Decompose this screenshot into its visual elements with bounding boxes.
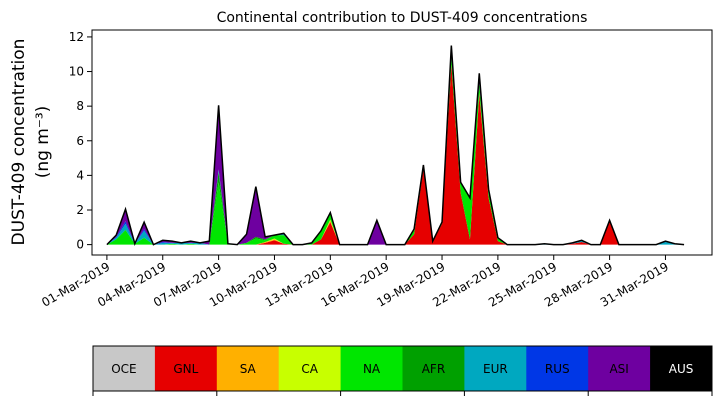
legend-swatch-oce bbox=[93, 346, 156, 391]
legend-swatch-afr bbox=[402, 346, 465, 391]
legend-swatch-na bbox=[340, 346, 403, 391]
legend: OCE GNL SA CA NA AFR EUR RUS ASI AUS bbox=[92, 345, 713, 396]
legend-label-afr: AFR bbox=[422, 362, 445, 376]
y-axis-label-line1: DUST-409 concentration bbox=[9, 39, 29, 246]
y-tick-label: 12 bbox=[69, 30, 84, 44]
legend-label-asi: ASI bbox=[609, 362, 628, 376]
y-tick-label: 4 bbox=[76, 168, 84, 182]
y-tick-label: 6 bbox=[76, 134, 84, 148]
total-outline-line bbox=[106, 45, 685, 247]
legend-label-sa: SA bbox=[240, 362, 257, 376]
legend-label-eur: EUR bbox=[483, 362, 508, 376]
legend-swatch-gnl bbox=[154, 346, 218, 391]
y-tick-label: 0 bbox=[76, 238, 84, 252]
legend-label-oce: OCE bbox=[111, 362, 136, 376]
y-tick-label: 8 bbox=[76, 99, 84, 113]
legend-label-gnl: GNL bbox=[173, 362, 198, 376]
legend-swatch-aus bbox=[650, 346, 713, 391]
y-tick-label: 2 bbox=[76, 203, 84, 217]
legend-label-aus: AUS bbox=[669, 362, 694, 376]
legend-swatch-eur bbox=[464, 346, 527, 391]
legend-label-ca: CA bbox=[301, 362, 318, 376]
legend-swatch-rus bbox=[526, 346, 589, 391]
legend-label-na: NA bbox=[363, 362, 381, 376]
legend-swatch-sa bbox=[216, 346, 280, 391]
series-layer bbox=[106, 45, 685, 247]
legend-frame bbox=[92, 345, 713, 392]
y-axis-label-line2: (ng m⁻³) bbox=[33, 106, 53, 179]
chart-title: Continental contribution to DUST-409 con… bbox=[217, 10, 588, 26]
y-tick-label: 10 bbox=[69, 65, 84, 79]
legend-swatch-asi bbox=[588, 346, 651, 391]
legend-swatch-ca bbox=[278, 346, 342, 391]
legend-label-rus: RUS bbox=[545, 362, 570, 376]
plot-frame bbox=[91, 29, 713, 256]
